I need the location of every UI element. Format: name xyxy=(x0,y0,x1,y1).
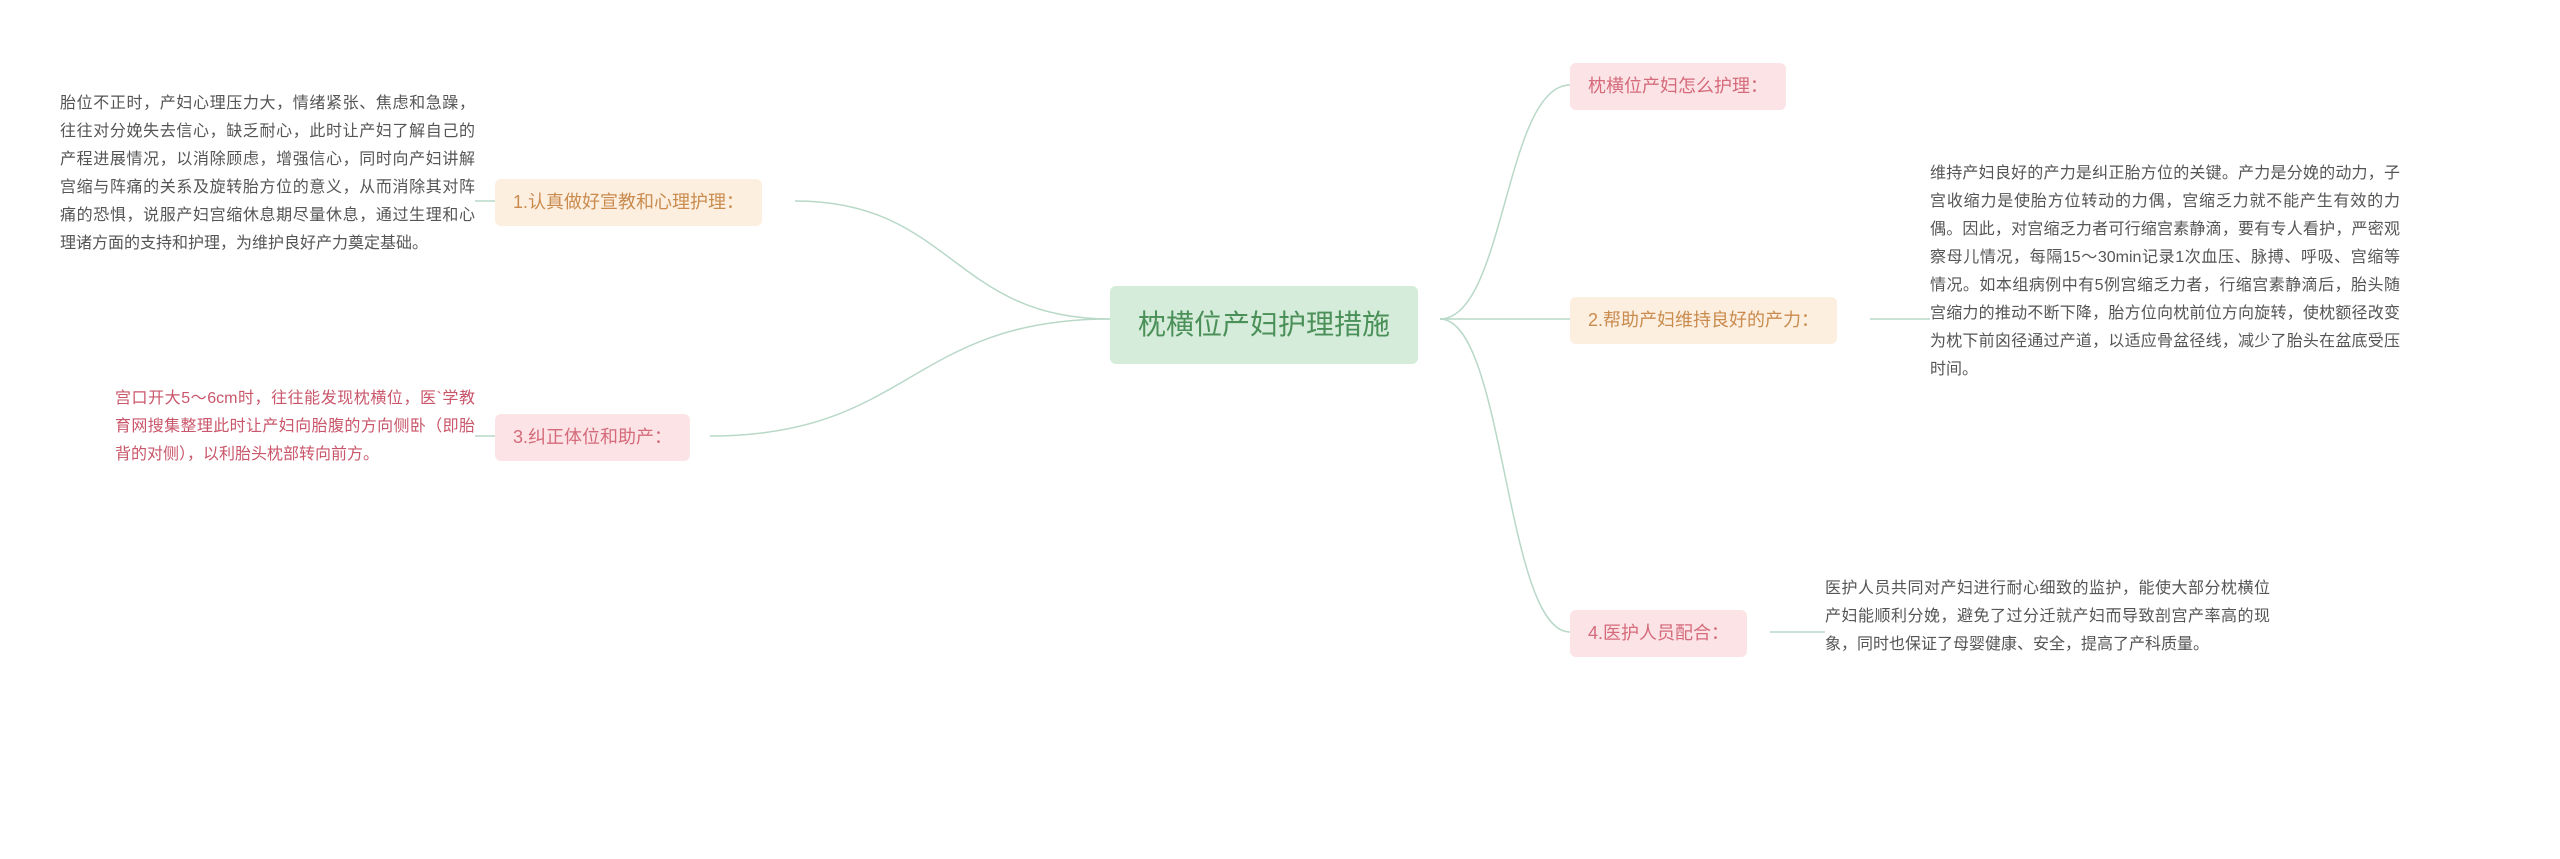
branch-desc-left-1: 宫口开大5～6cm时，往往能发现枕横位，医`学教育网搜集整理此时让产妇向胎腹的方… xyxy=(115,385,475,469)
branch-node-left-0: 1.认真做好宣教和心理护理： xyxy=(495,179,762,226)
branch-node-left-1: 3.纠正体位和助产： xyxy=(495,414,690,461)
branch-desc-right-2: 医护人员共同对产妇进行耐心细致的监护，能使大部分枕横位产妇能顺利分娩，避免了过分… xyxy=(1825,575,2270,659)
mindmap-center-node: 枕横位产妇护理措施 xyxy=(1110,286,1418,364)
branch-node-right-1: 2.帮助产妇维持良好的产力： xyxy=(1570,297,1837,344)
branch-desc-right-1: 维持产妇良好的产力是纠正胎方位的关键。产力是分娩的动力，子宫收缩力是使胎方位转动… xyxy=(1930,160,2400,384)
branch-node-right-0: 枕横位产妇怎么护理： xyxy=(1570,63,1786,110)
branch-desc-left-0: 胎位不正时，产妇心理压力大，情绪紧张、焦虑和急躁，往往对分娩失去信心，缺乏耐心，… xyxy=(60,90,475,258)
branch-node-right-2: 4.医护人员配合： xyxy=(1570,610,1747,657)
